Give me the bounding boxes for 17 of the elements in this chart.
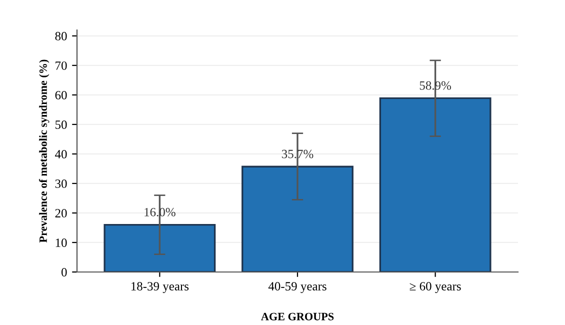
y-tick-label: 40 (55, 150, 67, 158)
y-tick-label: 70 (56, 61, 67, 70)
x-tick-label: 40-59 years (268, 282, 326, 294)
y-axis-title: Prevalence of metabolic syndrome (%) (39, 60, 50, 243)
y-tick-label: 50 (56, 120, 67, 129)
y-tick-label: 30 (55, 179, 67, 188)
y-tick-label: 10 (56, 238, 67, 247)
y-tick-label: 20 (55, 209, 67, 218)
bar (104, 224, 216, 272)
bar (379, 97, 492, 272)
y-tick-label: 60 (55, 90, 67, 100)
bar (242, 166, 354, 272)
x-tick-label: ≥ 60 years (410, 282, 461, 294)
x-axis-title: AGE GROUPS (261, 312, 334, 320)
y-tick-label: 80 (55, 32, 67, 40)
x-tick-label: 18-39 years (131, 282, 189, 294)
y-tick-label: 0 (62, 268, 67, 276)
